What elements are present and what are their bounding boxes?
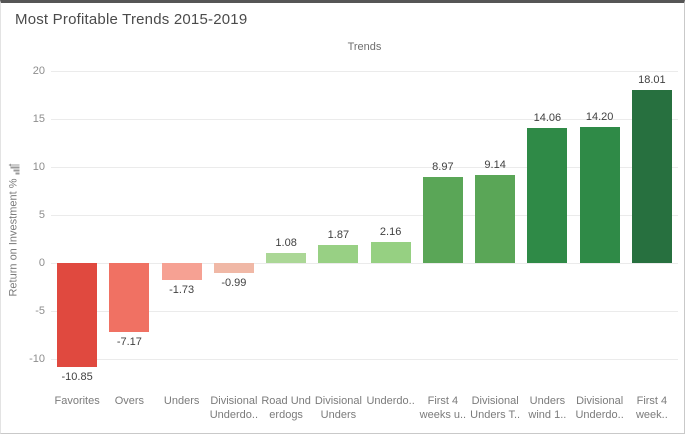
sort-icon[interactable]	[7, 163, 19, 175]
bar-9[interactable]	[527, 128, 568, 263]
x-axis-category-label: Divisional Underdo..	[209, 395, 259, 421]
bar-11[interactable]	[631, 90, 672, 263]
bar-1[interactable]	[109, 263, 150, 332]
bar-2[interactable]	[161, 263, 202, 280]
y-axis-ticks: 20 15 10 5 0 -5 -10	[19, 65, 45, 389]
x-axis-category-label: Divisional Unders	[314, 395, 362, 421]
y-tick-label: 15	[32, 113, 45, 125]
y-tick-label: -5	[35, 305, 45, 317]
bar-7[interactable]	[422, 176, 463, 263]
y-tick-label: -10	[29, 353, 45, 365]
x-axis-category-label: Road Und erdogs	[261, 395, 311, 421]
gridline	[51, 119, 678, 120]
y-tick-label: 5	[38, 209, 45, 221]
bar-value-label: 14.20	[585, 110, 614, 123]
bar-value-label: -10.85	[61, 371, 93, 384]
bar-value-label: 18.01	[638, 74, 666, 87]
y-axis-title: Return on Investment %	[3, 71, 23, 389]
gridline	[51, 311, 678, 312]
bar-value-label: -7.17	[116, 335, 142, 348]
x-axis-category-label: Underdo..	[366, 395, 415, 407]
x-axis-category-label: Favorites	[54, 395, 100, 407]
y-axis-title-text: Return on Investment %	[7, 178, 20, 297]
bar-0[interactable]	[57, 263, 98, 368]
bar-6[interactable]	[370, 242, 411, 263]
x-axis-category-label: Divisional Unders T..	[470, 395, 521, 421]
bar-value-label: 1.87	[327, 229, 350, 242]
x-axis-category-label: Unders wind 1..	[528, 395, 567, 421]
x-axis-category-label: First 4 week..	[635, 395, 668, 421]
bar-value-label: 14.06	[533, 112, 562, 125]
gridline	[51, 263, 678, 264]
x-axis-category-label: Overs	[114, 395, 145, 407]
bar-value-label: -1.73	[169, 283, 195, 296]
bar-5[interactable]	[318, 245, 359, 263]
bar-value-label: 9.14	[484, 159, 506, 172]
y-tick-label: 10	[32, 161, 45, 173]
gridline	[51, 215, 678, 216]
gridline	[51, 71, 678, 72]
y-tick-label: 20	[32, 65, 45, 77]
column-header-trends: Trends	[347, 41, 382, 53]
bar-3[interactable]	[213, 263, 254, 273]
bar-8[interactable]	[475, 175, 516, 263]
x-axis-category-label: First 4 weeks u..	[419, 395, 467, 421]
y-tick-label: 0	[38, 257, 45, 269]
plot-area: -10.85 -7.17 -1.73 -0.99 1.08 1.87 2.16 8.97 9.1…	[51, 71, 678, 389]
bar-value-label: -0.99	[221, 276, 247, 289]
bar-value-label: 1.08	[275, 236, 297, 249]
bar-4[interactable]	[266, 252, 307, 263]
bar-10[interactable]	[579, 126, 620, 263]
x-axis-labels: Favorites Overs Unders Divisional Underdo..…	[51, 394, 678, 422]
x-axis-category-label: Divisional Underdo..	[575, 395, 624, 421]
gridline	[51, 359, 678, 360]
x-axis-category-label: Unders	[163, 395, 200, 407]
chart-title: Most Profitable Trends 2015-2019	[15, 11, 248, 28]
bar-value-label: 2.16	[379, 226, 402, 239]
gridline	[51, 167, 678, 168]
bar-value-label: 8.97	[432, 160, 454, 173]
